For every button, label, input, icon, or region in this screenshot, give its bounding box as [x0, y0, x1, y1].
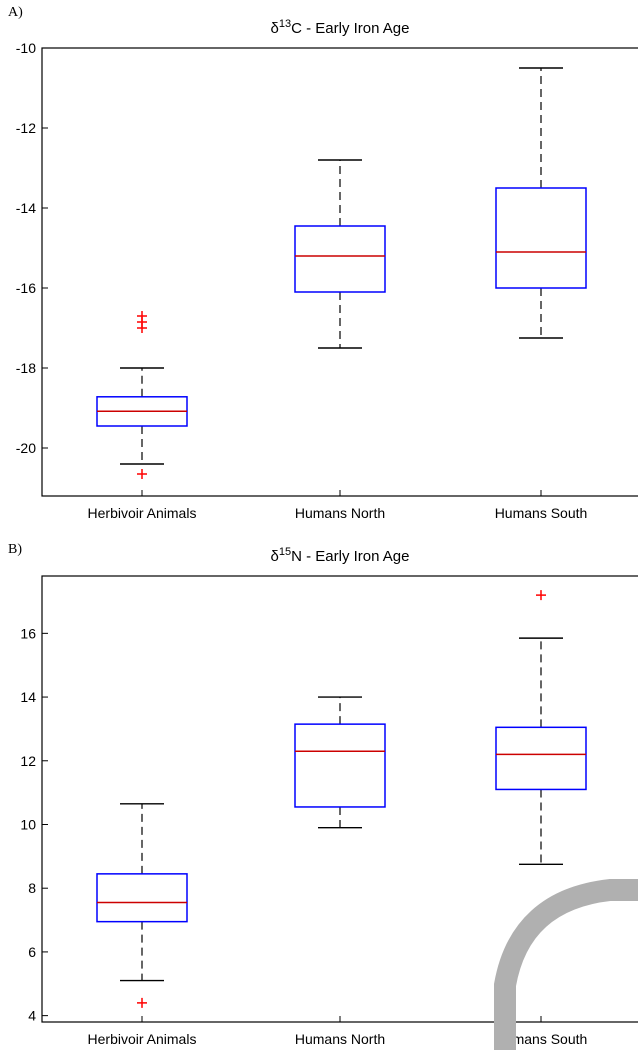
panel-b-title-sup: 15: [279, 546, 291, 558]
a-outlier-0-2: [137, 323, 147, 333]
a-box-1: [294, 225, 386, 293]
a-box-group-0: [96, 311, 188, 479]
b-ytick-label-3: 10: [20, 816, 36, 832]
panel-a-title-rest: C - Early Iron Age: [291, 20, 409, 37]
panel-a-title-sup: 13: [279, 18, 291, 30]
a-ytick-label-0: -10: [16, 40, 36, 56]
a-ytick-label-5: -20: [16, 440, 36, 456]
a-box-group-1: [294, 159, 386, 349]
b-category-label-2: Humans South: [495, 1031, 588, 1047]
panel-a-label: A): [8, 5, 23, 20]
a-category-label-2: Humans South: [495, 505, 588, 521]
panel-b-title: δ15N - Early Iron Age: [271, 546, 410, 565]
b-category-label-1: Humans North: [295, 1031, 385, 1047]
a-ytick-label-2: -14: [16, 200, 36, 216]
panel-b-title-rest: N - Early Iron Age: [291, 548, 409, 565]
b-ytick-label-2: 8: [28, 880, 36, 896]
panel-a-axes-frame: [41, 47, 638, 497]
b-ytick-label-6: 16: [20, 625, 36, 641]
panel-b-title-prefix: δ: [271, 548, 279, 565]
b-outlier-2-0: [536, 590, 546, 601]
b-box-2: [495, 726, 587, 791]
b-ytick-label-4: 12: [20, 753, 36, 769]
b-box-group-2: [495, 590, 587, 866]
panel-b-axes-frame: [41, 575, 638, 1023]
a-category-label-1: Humans North: [295, 505, 385, 521]
a-box-2: [495, 187, 587, 289]
panel-b-y-axis: 4 6 8 10 12 14 16: [20, 625, 48, 1024]
a-outlier-0-3: [137, 469, 147, 479]
a-ytick-label-3: -16: [16, 280, 36, 296]
a-category-label-0: Herbivoir Animals: [88, 505, 197, 521]
b-ytick-label-1: 6: [28, 944, 36, 960]
b-box-1: [294, 723, 386, 808]
b-outlier-0-0: [137, 997, 147, 1008]
panel-b-x-axis: Herbivoir Animals Humans North Humans Sout…: [88, 1016, 588, 1047]
panel-a-y-axis: -10 -12 -14 -16 -18 -20: [16, 40, 48, 456]
panel-a-title-prefix: δ: [271, 20, 279, 37]
a-ytick-label-1: -12: [16, 120, 36, 136]
b-box-0: [96, 873, 188, 923]
panel-a-title: δ13C - Early Iron Age: [271, 18, 410, 37]
b-box-group-0: [96, 803, 188, 1008]
b-ytick-label-0: 4: [28, 1008, 36, 1024]
a-box-group-2: [495, 67, 587, 339]
panel-b-label: B): [8, 542, 22, 557]
panel-b-boxes: [96, 590, 587, 1008]
b-ytick-label-5: 14: [20, 689, 36, 705]
panel-a: A) δ13C - Early Iron Age -10 -12 -14 -16 -18…: [8, 5, 638, 521]
watermark-shape: [494, 879, 638, 1050]
panel-a-boxes: [96, 67, 587, 479]
panel-a-x-axis: Herbivoir Animals Humans North Humans Sout…: [88, 490, 588, 521]
panel-b: B) δ15N - Early Iron Age 4 6 8 10 12 14 16 Her…: [8, 542, 638, 1047]
b-box-group-1: [294, 696, 386, 829]
a-ytick-label-4: -18: [16, 360, 36, 376]
b-category-label-0: Herbivoir Animals: [88, 1031, 197, 1047]
